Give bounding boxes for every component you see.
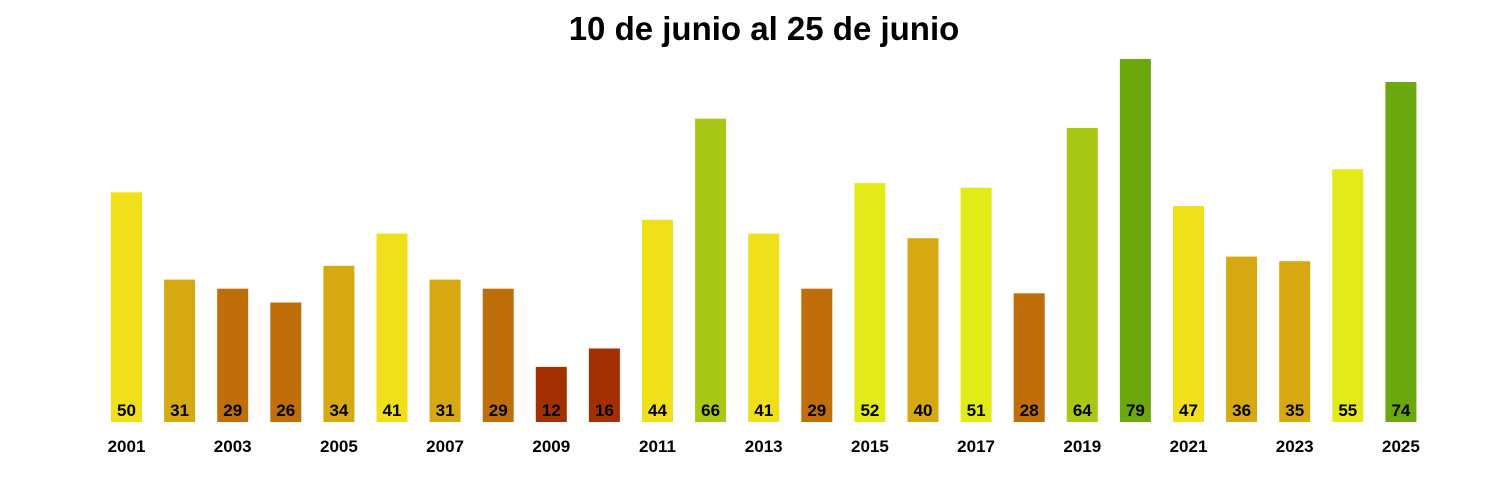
bar-value-label: 41 [754,401,773,420]
bar-value-label: 51 [967,401,986,420]
bar-2008 [482,288,514,422]
bar-2016 [907,238,939,422]
x-tick-label: 2019 [1063,437,1101,456]
bar-2015 [854,183,886,422]
bar-value-label: 29 [807,401,826,420]
bar-2003 [217,288,249,422]
bar-value-label: 35 [1285,401,1304,420]
bar-value-label: 12 [542,401,561,420]
bar-2007 [429,279,461,422]
bar-2024 [1332,169,1364,422]
x-tick-label: 2011 [639,437,676,456]
bar-2011 [642,219,673,422]
x-tick-label: 2005 [320,437,358,456]
bar-value-label: 16 [595,401,614,420]
bar-2006 [376,233,408,422]
bar-2013 [748,233,780,422]
bar-2017 [960,187,992,422]
bar-value-label: 40 [914,401,933,420]
bar-value-label: 47 [1179,401,1198,420]
x-tick-label: 2015 [851,437,889,456]
x-tick-label: 2013 [745,437,783,456]
bar-2021 [1173,206,1204,422]
bar-value-label: 31 [436,401,455,420]
bar-2020 [1119,59,1151,422]
bar-value-label: 44 [648,401,667,420]
bar-2012 [695,118,727,422]
x-tick-label: 2003 [214,437,252,456]
bar-2022 [1226,256,1258,422]
bar-value-label: 31 [170,401,189,420]
bar-value-label: 52 [860,401,879,420]
x-tick-label: 2017 [957,437,995,456]
bar-2014 [801,288,833,422]
bar-2009 [535,366,567,422]
bar-value-label: 74 [1391,401,1410,420]
x-tick-label: 2001 [108,437,146,456]
bar-value-label: 79 [1126,401,1145,420]
bar-value-label: 64 [1073,401,1092,420]
bar-value-label: 55 [1338,401,1357,420]
bar-2019 [1066,127,1098,423]
bar-2005 [323,265,355,422]
x-tick-label: 2007 [426,437,464,456]
x-tick-label: 2025 [1382,437,1420,456]
bar-value-label: 28 [1020,401,1039,420]
chart-title: 10 de junio al 25 de junio [568,10,960,47]
bar-value-label: 66 [701,401,720,420]
x-tick-label: 2023 [1276,437,1314,456]
bar-2025 [1385,82,1417,422]
bar-value-label: 41 [383,401,402,420]
bar-value-label: 26 [276,401,295,420]
bar-value-label: 50 [117,401,136,420]
bar-value-label: 34 [329,401,348,420]
bar-2001 [111,192,142,422]
bar-value-label: 36 [1232,401,1251,420]
bar-value-label: 29 [489,401,508,420]
bar-2002 [164,279,196,422]
x-tick-label: 2009 [532,437,570,456]
bar-2004 [270,302,302,422]
bar-2018 [1013,293,1045,422]
bar-2023 [1279,261,1311,422]
x-tick-label: 2021 [1170,437,1208,456]
bar-value-label: 29 [223,401,242,420]
bar-2010 [588,348,620,422]
